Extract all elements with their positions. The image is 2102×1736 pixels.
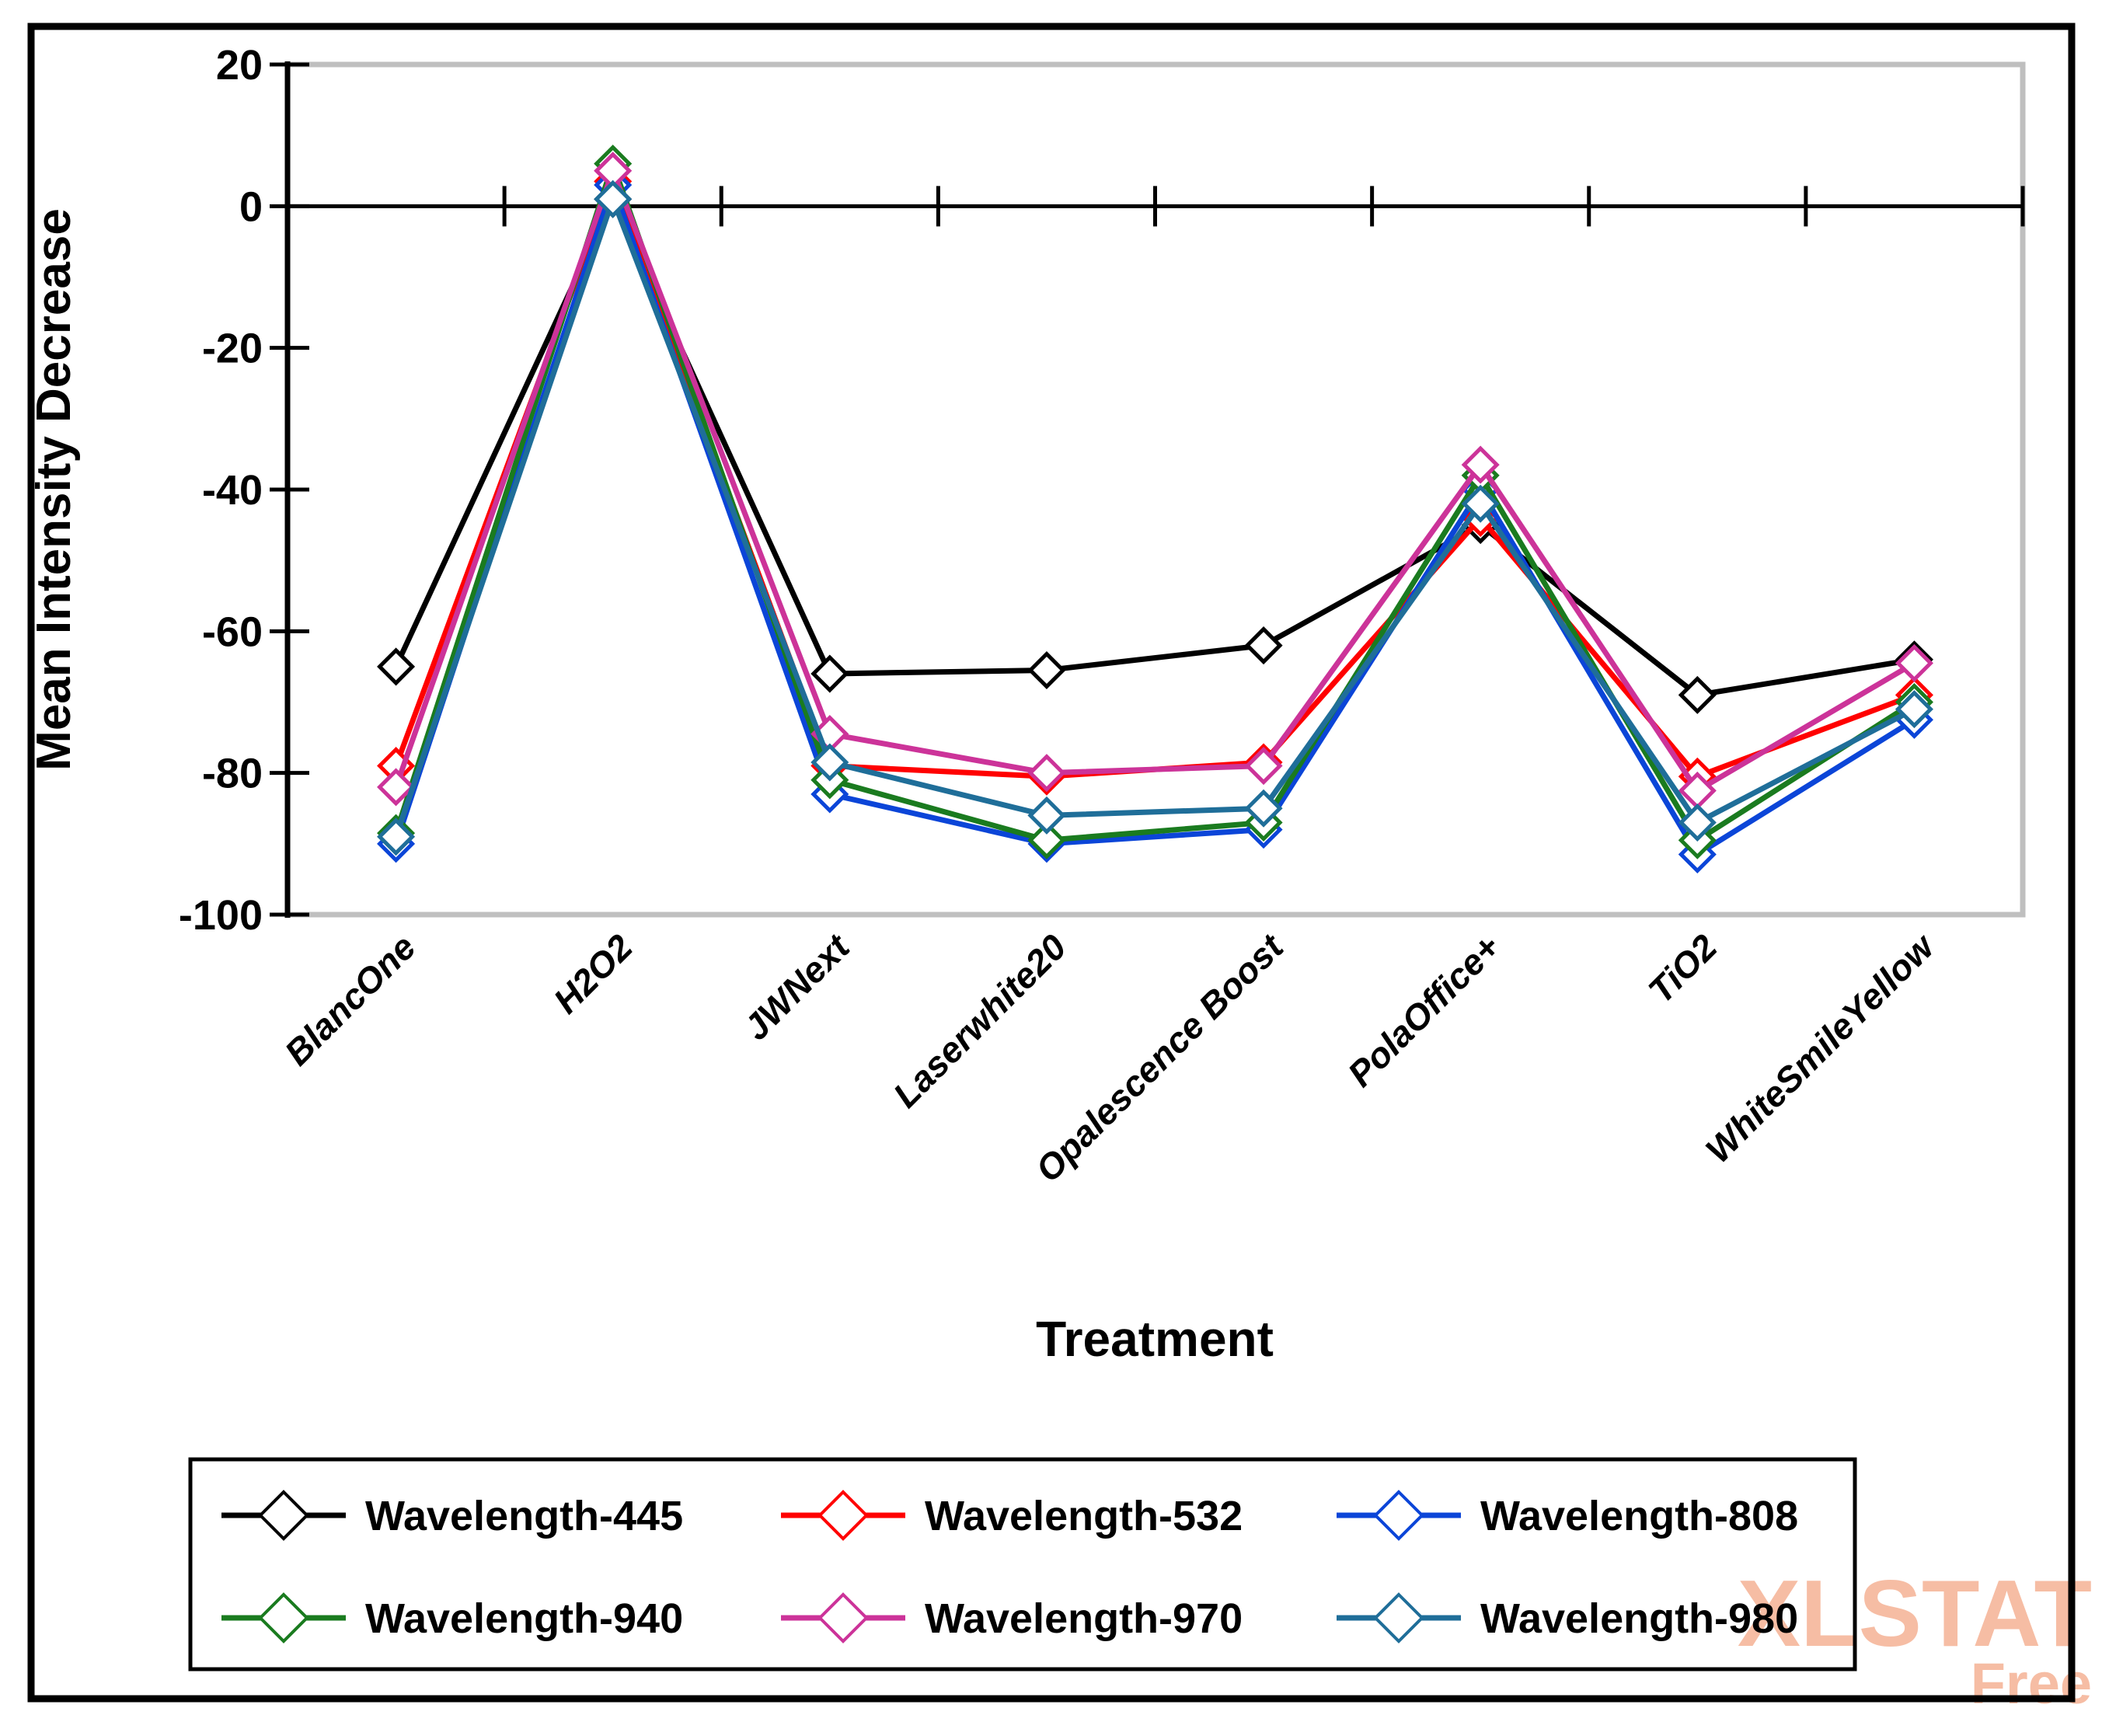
legend-label: Wavelength-940	[365, 1595, 683, 1642]
data-point-wavelength-970-Laserwhite20	[1027, 754, 1066, 793]
y-axis-title: Mean Intensity Decrease	[27, 208, 81, 771]
watermark-brand: XLSTAT	[1738, 1560, 2092, 1666]
legend-label: Wavelength-808	[1480, 1493, 1798, 1539]
legend-label: Wavelength-445	[365, 1493, 683, 1539]
x-category-label: PolaOffice+	[1340, 926, 1508, 1094]
series-wavelength-980	[377, 180, 1933, 856]
data-point-wavelength-445-Opalescence Boost	[1244, 626, 1283, 665]
legend-box	[188, 1457, 1857, 1672]
x-category-label: TiO2	[1640, 926, 1725, 1011]
y-tick-label: 20	[216, 42, 263, 89]
zero-baseline	[285, 186, 2025, 227]
data-point-wavelength-980-JWNext	[810, 743, 849, 782]
legend-item-wavelength-445: Wavelength-445	[221, 1490, 683, 1541]
legend: Wavelength-445 Wavelength-532 Wavelength-8…	[188, 1457, 1857, 1672]
legend-item-wavelength-970: Wavelength-970	[781, 1592, 1243, 1644]
data-point-wavelength-980-H2O2	[594, 180, 633, 218]
legend-item-wavelength-980: Wavelength-980	[1337, 1592, 1798, 1644]
data-point-wavelength-940-Laserwhite20	[1027, 821, 1066, 859]
figure-border	[27, 23, 2076, 1703]
legend-marker-diamond	[258, 1490, 309, 1541]
y-tick-label: -80	[202, 751, 263, 797]
data-point-wavelength-970-WhiteSmileYellow	[1895, 643, 1933, 682]
data-point-wavelength-970-PolaOffice+	[1461, 445, 1500, 484]
y-tick-label: -100	[179, 892, 263, 939]
x-category-label: WhiteSmileYellow	[1698, 925, 1943, 1170]
legend-item-wavelength-532: Wavelength-532	[781, 1490, 1243, 1541]
y-tick-label: 0	[239, 183, 263, 230]
legend-marker-diamond	[1373, 1490, 1424, 1541]
x-category-label: JWNext	[736, 926, 858, 1048]
legend-marker-diamond	[258, 1592, 309, 1644]
x-category-labels: BlancOne H2O2 JWNext Laserwhite20Opalescenc…	[277, 925, 1943, 1190]
legend-item-wavelength-808: Wavelength-808	[1337, 1490, 1798, 1541]
y-tick-label: -20	[202, 326, 263, 372]
legend-items: Wavelength-445 Wavelength-532 Wavelength-8…	[221, 1490, 1798, 1644]
series-line-wavelength-940	[393, 155, 1916, 845]
series-wavelength-940	[377, 145, 1933, 859]
data-point-wavelength-445-JWNext	[810, 654, 849, 693]
series-line-wavelength-808	[393, 176, 1916, 859]
legend-marker-diamond	[817, 1490, 869, 1541]
series-wavelength-445	[377, 180, 1933, 714]
y-tick-label: -40	[202, 467, 263, 514]
data-point-wavelength-980-Laserwhite20	[1027, 796, 1066, 835]
x-category-label: H2O2	[546, 926, 640, 1021]
data-point-wavelength-970-BlancOne	[377, 768, 416, 807]
data-point-wavelength-980-BlancOne	[377, 817, 416, 856]
legend-label: Wavelength-980	[1480, 1595, 1798, 1642]
data-point-wavelength-980-TiO2	[1678, 803, 1717, 842]
x-category-label: Opalescence Boost	[1027, 926, 1292, 1190]
series-line-wavelength-980	[393, 190, 1916, 838]
data-point-wavelength-980-WhiteSmileYellow	[1895, 690, 1933, 729]
x-category-label: BlancOne	[277, 926, 424, 1073]
data-point-wavelength-445-BlancOne	[377, 647, 416, 686]
y-axis-tick-labels: 20 0 -20 -40 -60 -80 -100	[179, 42, 263, 939]
data-point-wavelength-970-Opalescence Boost	[1244, 747, 1283, 786]
data-point-wavelength-445-TiO2	[1678, 675, 1717, 714]
legend-marker-diamond	[817, 1592, 869, 1644]
series-line-wavelength-970	[393, 162, 1916, 795]
series-line-wavelength-445	[393, 192, 1916, 699]
legend-item-wavelength-940: Wavelength-940	[221, 1592, 683, 1644]
series-lines	[377, 145, 1933, 874]
x-category-label: Laserwhite20	[885, 926, 1074, 1115]
legend-marker-diamond	[1373, 1592, 1424, 1644]
data-point-wavelength-445-Laserwhite20	[1027, 650, 1066, 690]
series-wavelength-970	[377, 152, 1933, 810]
x-axis-title: Treatment	[1036, 1311, 1274, 1367]
legend-label: Wavelength-970	[925, 1595, 1243, 1642]
data-point-wavelength-980-PolaOffice+	[1461, 484, 1500, 523]
y-tick-label: -60	[202, 608, 263, 655]
legend-label: Wavelength-532	[925, 1493, 1243, 1539]
data-point-wavelength-980-Opalescence Boost	[1244, 789, 1283, 828]
